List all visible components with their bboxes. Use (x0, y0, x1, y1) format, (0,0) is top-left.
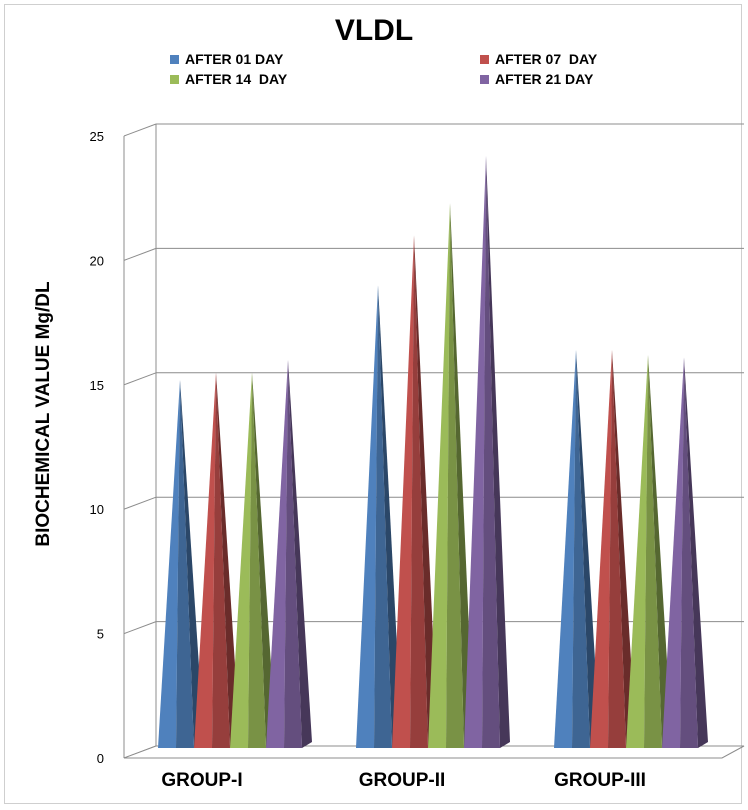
bar-side-face (612, 349, 636, 748)
y-tick-label: 0 (97, 751, 104, 766)
bar-shaded-face (284, 359, 302, 748)
y-tick-label: 25 (90, 129, 104, 144)
bar-side-face (684, 357, 708, 748)
bar-shaded-face (572, 349, 590, 748)
bar (266, 359, 288, 748)
legend-item-day-21: AFTER 21 DAY (480, 71, 594, 87)
bar (230, 372, 252, 748)
bar (194, 372, 216, 748)
legend-item-day-07: AFTER 07 DAY (480, 51, 598, 67)
legend-label: AFTER 07 DAY (495, 51, 598, 67)
bar-side-face (486, 155, 510, 749)
bar-side-face (252, 372, 276, 748)
bar-shaded-face (248, 372, 266, 748)
x-tick-label: GROUP-I (161, 770, 242, 791)
legend-label: AFTER 14 DAY (185, 71, 288, 87)
bar (158, 379, 180, 748)
gridline-depth (123, 123, 157, 137)
bar-side-face (180, 379, 204, 748)
legend-swatch-blue (170, 54, 179, 64)
bar (662, 357, 684, 748)
gridline-depth (123, 496, 157, 510)
bar (590, 349, 612, 748)
legend-swatch-red (480, 54, 489, 64)
bar-side-face (216, 372, 240, 748)
bar-side-face (414, 235, 438, 748)
legend-swatch-green (170, 74, 179, 84)
y-tick-label: 10 (90, 502, 104, 517)
bar (554, 349, 576, 748)
x-tick-label: GROUP-III (554, 770, 646, 791)
bar-shaded-face (446, 203, 464, 748)
gridline-depth (123, 372, 157, 386)
bar-shaded-face (212, 372, 230, 748)
legend-label: AFTER 21 DAY (495, 71, 594, 87)
bar-shaded-face (176, 379, 194, 748)
bar-shaded-face (680, 357, 698, 748)
bar-shaded-face (608, 349, 626, 748)
chart-frame (4, 4, 742, 804)
y-tick-label: 20 (90, 253, 104, 268)
bar-side-face (576, 349, 600, 748)
bar-shaded-face (374, 285, 392, 748)
legend-item-day-14: AFTER 14 DAY (170, 71, 288, 87)
chart-title: VLDL (334, 14, 414, 47)
legend-item-day-01: AFTER 01 DAY (170, 51, 284, 67)
bar-shaded-face (482, 155, 500, 749)
bar-side-face (378, 285, 402, 748)
bar (464, 155, 486, 749)
gridline-depth (123, 247, 157, 261)
gridline-depth (123, 621, 157, 635)
bar-shaded-face (644, 354, 662, 748)
x-tick-label: GROUP-II (359, 770, 446, 791)
chart-floor (123, 745, 745, 759)
bar (356, 285, 378, 748)
y-tick-label: 15 (90, 378, 104, 393)
bar-shaded-face (410, 235, 428, 748)
bar (626, 354, 648, 748)
y-tick-label: 5 (97, 627, 104, 642)
bar (392, 235, 414, 748)
bar-side-face (288, 359, 312, 748)
bar (428, 203, 450, 748)
legend-label: AFTER 01 DAY (185, 51, 284, 67)
bar-side-face (450, 203, 474, 748)
legend-swatch-purple (480, 74, 489, 84)
bar-side-face (648, 354, 672, 748)
